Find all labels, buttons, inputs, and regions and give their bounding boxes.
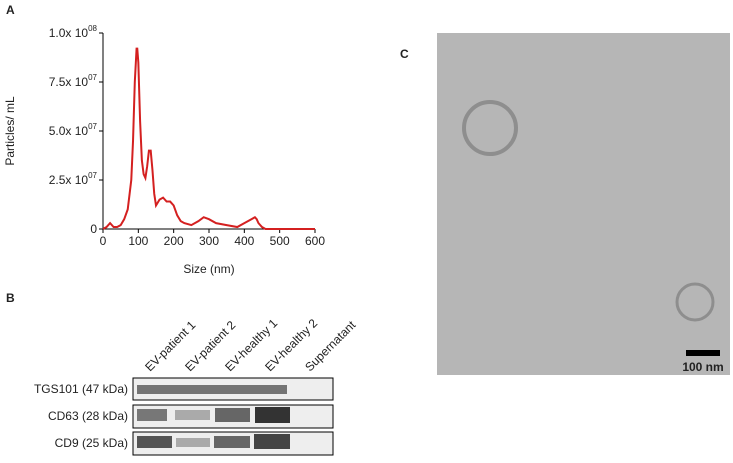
x-tick-label: 600 [305, 234, 325, 248]
tick-exponent: 08 [88, 24, 97, 33]
tick-mantissa: 1.0x 10 [49, 26, 89, 40]
band [215, 408, 250, 422]
em-image [437, 33, 730, 375]
data-line [102, 47, 315, 230]
band [137, 409, 167, 421]
tick-exponent: 07 [88, 122, 97, 131]
tick-mantissa: 7.5x 10 [49, 75, 89, 89]
y-tick-label: 0 [90, 222, 97, 236]
micrograph: 100 nm [437, 33, 730, 375]
tick-exponent: 07 [88, 73, 97, 82]
western-blot [132, 377, 334, 456]
row-label: CD9 (25 kDa) [55, 436, 128, 450]
band [137, 385, 287, 394]
band [137, 436, 172, 448]
panel-label: A [6, 3, 15, 17]
x-tick-label: 0 [100, 234, 107, 248]
y-tick-label: 7.5x 1007 [49, 73, 98, 89]
row-label: CD63 (28 kDa) [48, 409, 128, 423]
tick-exponent: 07 [88, 171, 97, 180]
tick-mantissa: 2.5x 10 [49, 173, 89, 187]
band [255, 407, 290, 423]
x-tick-label: 300 [199, 234, 219, 248]
band [176, 438, 210, 447]
band [175, 410, 210, 420]
scale-bar-label: 100 nm [682, 360, 723, 374]
band [214, 436, 250, 448]
tick-mantissa: 5.0x 10 [49, 124, 89, 138]
vesicle [462, 100, 518, 156]
row-label: TGS101 (47 kDa) [34, 382, 128, 396]
y-tick-label: 2.5x 1007 [49, 171, 98, 187]
x-tick-label: 100 [128, 234, 148, 248]
vesicle [675, 282, 715, 322]
scale-bar [686, 350, 720, 356]
band [254, 434, 290, 449]
y-tick-label: 5.0x 1007 [49, 122, 98, 138]
panel-label: B [6, 291, 15, 305]
x-tick-label: 200 [164, 234, 184, 248]
tick-mantissa: 0 [90, 222, 97, 236]
x-tick-label: 400 [234, 234, 254, 248]
x-tick-label: 500 [270, 234, 290, 248]
y-tick-label: 1.0x 1008 [49, 24, 98, 40]
y-axis-title: Particles/ mL [3, 96, 17, 166]
x-axis-title: Size (nm) [183, 262, 234, 276]
panel-label: C [400, 47, 409, 61]
